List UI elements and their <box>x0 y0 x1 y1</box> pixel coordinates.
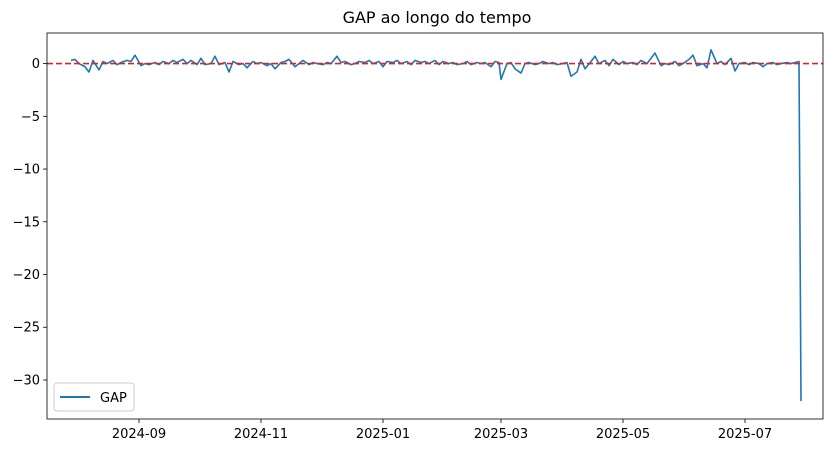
x-tick-label: 2025-07 <box>718 427 772 442</box>
x-tick-label: 2025-03 <box>474 427 528 442</box>
y-axis: 0 −5 −10 −15 −20 −25 −30 <box>13 57 47 388</box>
chart-title: GAP ao longo do tempo <box>343 8 532 27</box>
x-tick-label: 2025-01 <box>356 427 410 442</box>
y-tick-label: −10 <box>13 163 40 178</box>
x-tick-label: 2024-09 <box>112 427 166 442</box>
y-tick-label: −5 <box>21 110 40 125</box>
plot-background <box>47 33 823 419</box>
y-tick-label: 0 <box>32 57 40 72</box>
y-tick-label: −20 <box>13 268 40 283</box>
legend-box <box>53 382 135 412</box>
y-tick-label: −30 <box>13 373 40 388</box>
x-tick-label: 2024-11 <box>234 427 288 442</box>
plot-area <box>46 32 824 420</box>
y-tick-label: −25 <box>13 321 40 336</box>
legend-label-gap: GAP <box>100 391 127 406</box>
x-tick-label: 2025-05 <box>596 427 650 442</box>
axes-frame <box>46 32 824 420</box>
y-tick-label: −15 <box>13 215 40 230</box>
legend: GAP <box>53 382 135 412</box>
x-axis: 2024-09 2024-11 2025-01 2025-03 2025-05 2025-… <box>112 419 772 442</box>
